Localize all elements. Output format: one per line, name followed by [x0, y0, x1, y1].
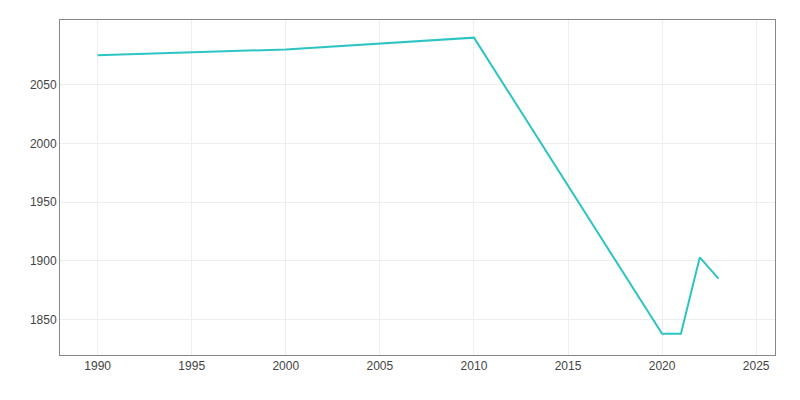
svg-text:1850: 1850	[30, 313, 57, 327]
svg-text:1995: 1995	[178, 359, 205, 373]
svg-text:2005: 2005	[367, 359, 394, 373]
svg-text:2015: 2015	[555, 359, 582, 373]
svg-text:2010: 2010	[461, 359, 488, 373]
svg-text:2000: 2000	[272, 359, 299, 373]
svg-text:1950: 1950	[30, 195, 57, 209]
svg-text:1900: 1900	[30, 254, 57, 268]
svg-text:1990: 1990	[84, 359, 111, 373]
svg-text:2050: 2050	[30, 78, 57, 92]
svg-text:2025: 2025	[743, 359, 770, 373]
svg-text:2020: 2020	[649, 359, 676, 373]
svg-text:2000: 2000	[30, 137, 57, 151]
